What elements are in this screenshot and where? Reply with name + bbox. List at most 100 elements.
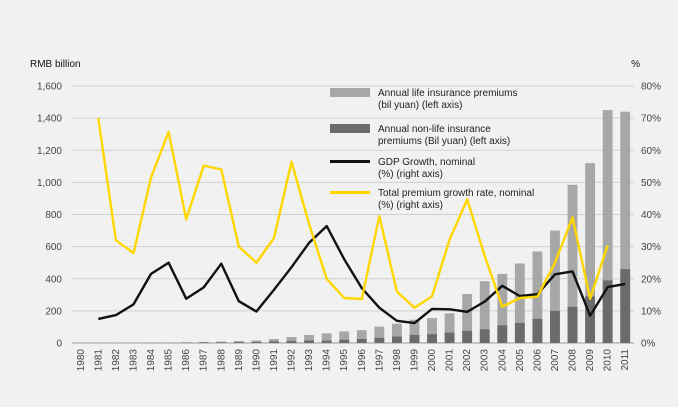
x-tick-label: 1982 [111,349,122,372]
x-tick-label: 2000 [427,349,438,372]
life-premium-bar [321,333,332,343]
legend: Annual life insurance premiums(bil yuan)… [330,88,534,211]
nonlife-premium-bar [602,280,613,343]
x-tick-label: 2010 [603,349,614,372]
life-premium-bar [462,294,473,343]
y-right-tick-label: 0% [641,339,656,350]
x-tick-label: 1988 [216,349,227,372]
legend-label: (%) (right axis) [378,169,443,180]
nonlife-premium-bar [356,338,367,343]
y-left-tick-label: 400 [45,274,62,285]
x-tick-label: 1997 [374,349,385,372]
x-tick-label: 1992 [287,349,298,372]
life-premium-bar [479,281,490,343]
nonlife-premium-bar [339,339,350,343]
x-tick-label: 1984 [146,349,157,372]
nonlife-premium-bar [251,342,262,343]
y-left-tick-label: 1,200 [37,146,62,157]
life-premium-bar [409,319,420,343]
legend-label: (bil yuan) (left axis) [378,100,462,111]
legend-label: GDP Growth, nominal [378,157,475,168]
y-right-tick-label: 50% [641,178,661,189]
nonlife-premium-bar [269,341,279,343]
life-premium-bar [427,318,437,343]
life-premium-bar [550,230,560,343]
x-tick-label: 1993 [304,349,315,372]
y-right-tick-label: 20% [641,274,661,285]
x-tick-label: 1999 [409,349,420,372]
x-tick-label: 1990 [251,349,262,372]
x-tick-label: 2007 [550,349,561,372]
nonlife-premium-bar [550,310,560,343]
nonlife-premium-bar [514,322,525,343]
life-premium-bar [286,337,297,343]
nonlife-premium-bar [567,306,578,343]
y-left-tick-label: 1,000 [37,178,62,189]
premium-growth-line [97,117,609,309]
x-tick-label: 2003 [480,349,491,372]
x-tick-label: 2011 [620,349,631,371]
gridlines [72,85,634,344]
life-premium-bar [233,341,244,343]
x-tick-label: 2008 [568,349,579,372]
legend-label: Annual life insurance premiums [378,88,518,99]
left-axis-title: RMB billion [30,59,81,70]
nonlife-premium-bar [304,340,315,343]
legend-key-1 [330,88,370,97]
legend-label: Annual non-life insurance [378,124,491,135]
y-left-tick-label: 200 [45,306,62,317]
x-tick-label: 1994 [322,349,333,372]
x-tick-label: 1996 [357,349,368,372]
y-right-tick-label: 30% [641,242,661,253]
x-tick-label: 2002 [462,349,473,372]
x-tick-label: 2004 [497,349,508,372]
y-right-tick-label: 70% [641,114,661,125]
y-left-tick-label: 800 [45,210,62,221]
x-tick-label: 1995 [339,349,350,372]
x-tick-label: 2001 [445,349,456,372]
line-series [97,117,626,325]
y-right-tick-label: 40% [641,210,661,221]
y-left-tick-label: 1,400 [37,114,62,125]
y-right-tick-label: 10% [641,306,661,317]
life-premium-bar [374,326,385,343]
life-premium-bar [444,313,455,343]
nonlife-premium-bar [620,269,631,343]
x-tick-label: 2006 [532,349,543,372]
legend-label: (%) (right axis) [378,200,443,211]
life-premium-bar [620,111,631,343]
life-premium-bar [497,273,508,343]
gdp-growth-line [98,224,626,325]
life-premium-bar [567,184,578,343]
legend-label: premiums (Bil yuan) (left axis) [378,136,510,147]
life-premium-bar [585,163,596,343]
nonlife-premium-bar [321,340,332,343]
nonlife-premium-bar [479,329,490,343]
nonlife-premium-bar [427,334,437,343]
x-tick-label: 1991 [269,349,280,372]
life-premium-bar [304,334,315,343]
x-tick-label: 1981 [93,349,104,372]
y-right-tick-label: 60% [641,146,661,157]
life-premium-bar [602,110,613,343]
bar-series [110,110,631,343]
nonlife-premium-bar [462,330,473,343]
right-axis-title: % [631,59,640,70]
nonlife-premium-bar [444,332,455,343]
life-premium-bar [339,331,350,343]
life-premium-bar [269,338,279,343]
x-tick-label: 1998 [392,349,403,372]
life-premium-bar [198,341,209,343]
nonlife-premium-bar [286,341,297,343]
x-tick-label: 1983 [128,349,139,372]
nonlife-premium-bar [532,318,543,343]
nonlife-premium-bar [391,336,402,343]
x-tick-label: 2009 [585,349,596,372]
life-premium-bar [251,340,262,343]
nonlife-premium-bar [497,325,508,343]
legend-key-2 [330,124,370,133]
y-right-tick-label: 80% [641,82,661,93]
life-premium-bar [514,263,525,343]
